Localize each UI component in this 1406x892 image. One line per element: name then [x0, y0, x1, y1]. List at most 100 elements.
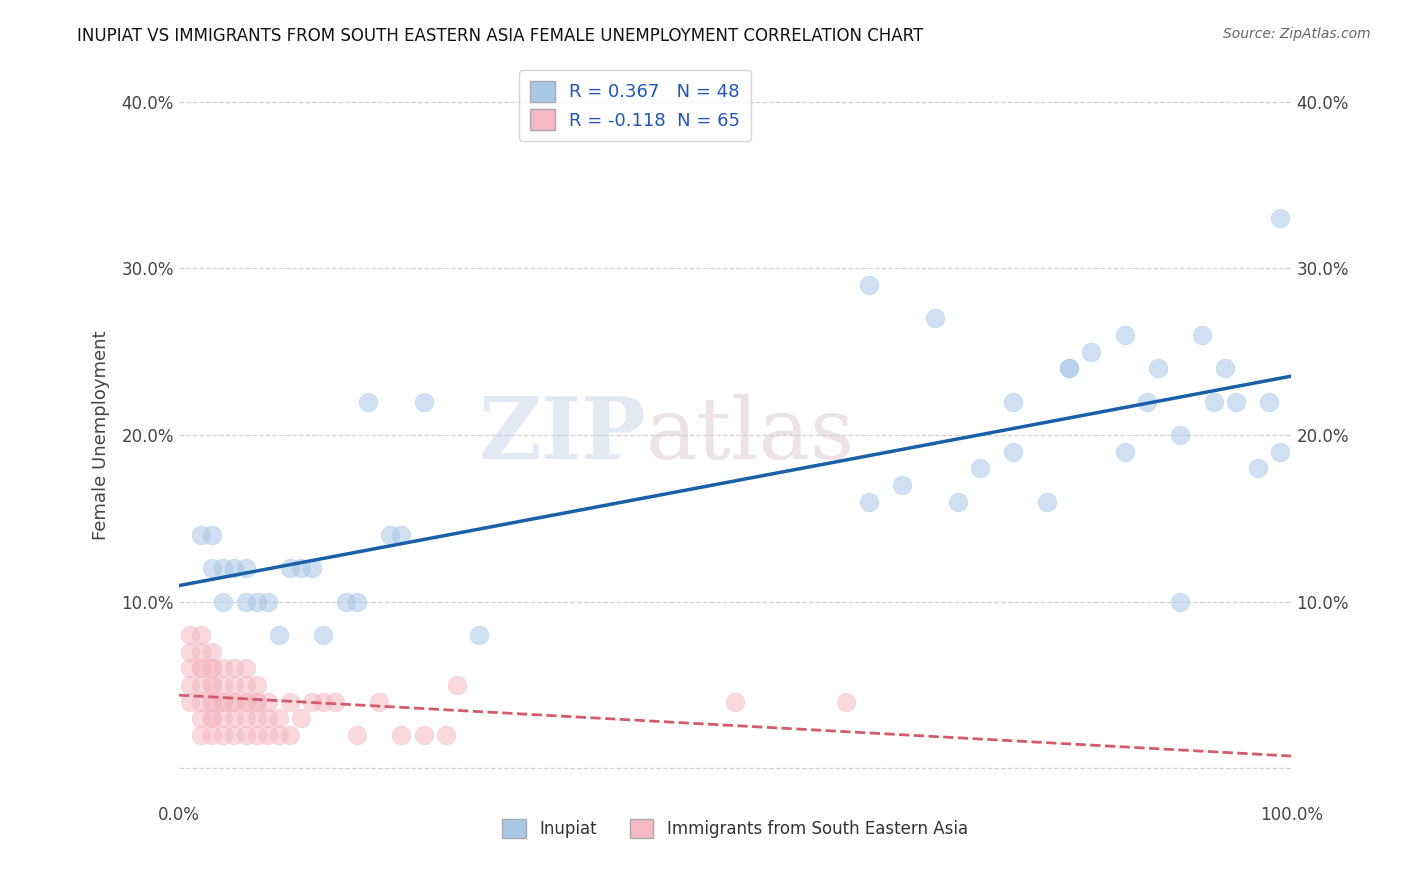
Point — [434, 728, 457, 742]
Point — [724, 695, 747, 709]
Point — [380, 528, 402, 542]
Point — [256, 711, 278, 725]
Point — [201, 645, 224, 659]
Point — [1136, 394, 1159, 409]
Point — [235, 561, 257, 575]
Point — [924, 311, 946, 326]
Point — [235, 594, 257, 608]
Point — [235, 695, 257, 709]
Point — [212, 678, 235, 692]
Point — [858, 494, 880, 508]
Point — [323, 695, 346, 709]
Point — [179, 645, 201, 659]
Y-axis label: Female Unemployment: Female Unemployment — [93, 330, 110, 540]
Point — [212, 728, 235, 742]
Point — [201, 661, 224, 675]
Point — [246, 695, 269, 709]
Point — [201, 711, 224, 725]
Point — [301, 695, 323, 709]
Point — [835, 695, 858, 709]
Point — [290, 561, 312, 575]
Point — [1035, 494, 1057, 508]
Point — [389, 728, 412, 742]
Point — [179, 695, 201, 709]
Point — [357, 394, 380, 409]
Point — [190, 678, 212, 692]
Point — [246, 728, 269, 742]
Point — [224, 661, 246, 675]
Point — [278, 728, 301, 742]
Point — [212, 711, 235, 725]
Point — [179, 628, 201, 642]
Point — [1147, 361, 1170, 376]
Point — [346, 728, 368, 742]
Point — [201, 728, 224, 742]
Point — [190, 645, 212, 659]
Point — [267, 728, 290, 742]
Point — [1002, 444, 1025, 458]
Point — [412, 394, 434, 409]
Point — [256, 695, 278, 709]
Point — [224, 695, 246, 709]
Point — [1213, 361, 1236, 376]
Point — [190, 728, 212, 742]
Point — [1270, 444, 1292, 458]
Point — [346, 594, 368, 608]
Point — [1057, 361, 1080, 376]
Point — [246, 695, 269, 709]
Point — [1002, 394, 1025, 409]
Point — [212, 695, 235, 709]
Text: INUPIAT VS IMMIGRANTS FROM SOUTH EASTERN ASIA FEMALE UNEMPLOYMENT CORRELATION CH: INUPIAT VS IMMIGRANTS FROM SOUTH EASTERN… — [77, 27, 924, 45]
Point — [389, 528, 412, 542]
Point — [224, 711, 246, 725]
Point — [1168, 594, 1191, 608]
Point — [235, 678, 257, 692]
Point — [1258, 394, 1281, 409]
Point — [278, 561, 301, 575]
Point — [1114, 444, 1136, 458]
Point — [246, 678, 269, 692]
Point — [312, 628, 335, 642]
Point — [190, 661, 212, 675]
Point — [267, 628, 290, 642]
Text: Source: ZipAtlas.com: Source: ZipAtlas.com — [1223, 27, 1371, 41]
Point — [201, 561, 224, 575]
Text: atlas: atlas — [647, 393, 855, 476]
Text: ZIP: ZIP — [478, 393, 647, 477]
Point — [858, 278, 880, 293]
Point — [201, 695, 224, 709]
Point — [1057, 361, 1080, 376]
Point — [256, 728, 278, 742]
Point — [246, 711, 269, 725]
Point — [235, 695, 257, 709]
Point — [201, 528, 224, 542]
Point — [1191, 328, 1213, 343]
Point — [468, 628, 491, 642]
Point — [290, 711, 312, 725]
Point — [212, 561, 235, 575]
Point — [1247, 461, 1270, 475]
Point — [201, 661, 224, 675]
Point — [1225, 394, 1247, 409]
Point — [1114, 328, 1136, 343]
Point — [212, 661, 235, 675]
Point — [235, 711, 257, 725]
Point — [179, 678, 201, 692]
Point — [278, 695, 301, 709]
Point — [1270, 211, 1292, 226]
Point — [190, 711, 212, 725]
Point — [1202, 394, 1225, 409]
Point — [446, 678, 468, 692]
Point — [969, 461, 991, 475]
Point — [301, 561, 323, 575]
Point — [224, 695, 246, 709]
Point — [179, 661, 201, 675]
Point — [190, 661, 212, 675]
Point — [412, 728, 434, 742]
Point — [201, 711, 224, 725]
Point — [201, 678, 224, 692]
Point — [201, 695, 224, 709]
Point — [368, 695, 391, 709]
Point — [1080, 344, 1102, 359]
Point — [212, 594, 235, 608]
